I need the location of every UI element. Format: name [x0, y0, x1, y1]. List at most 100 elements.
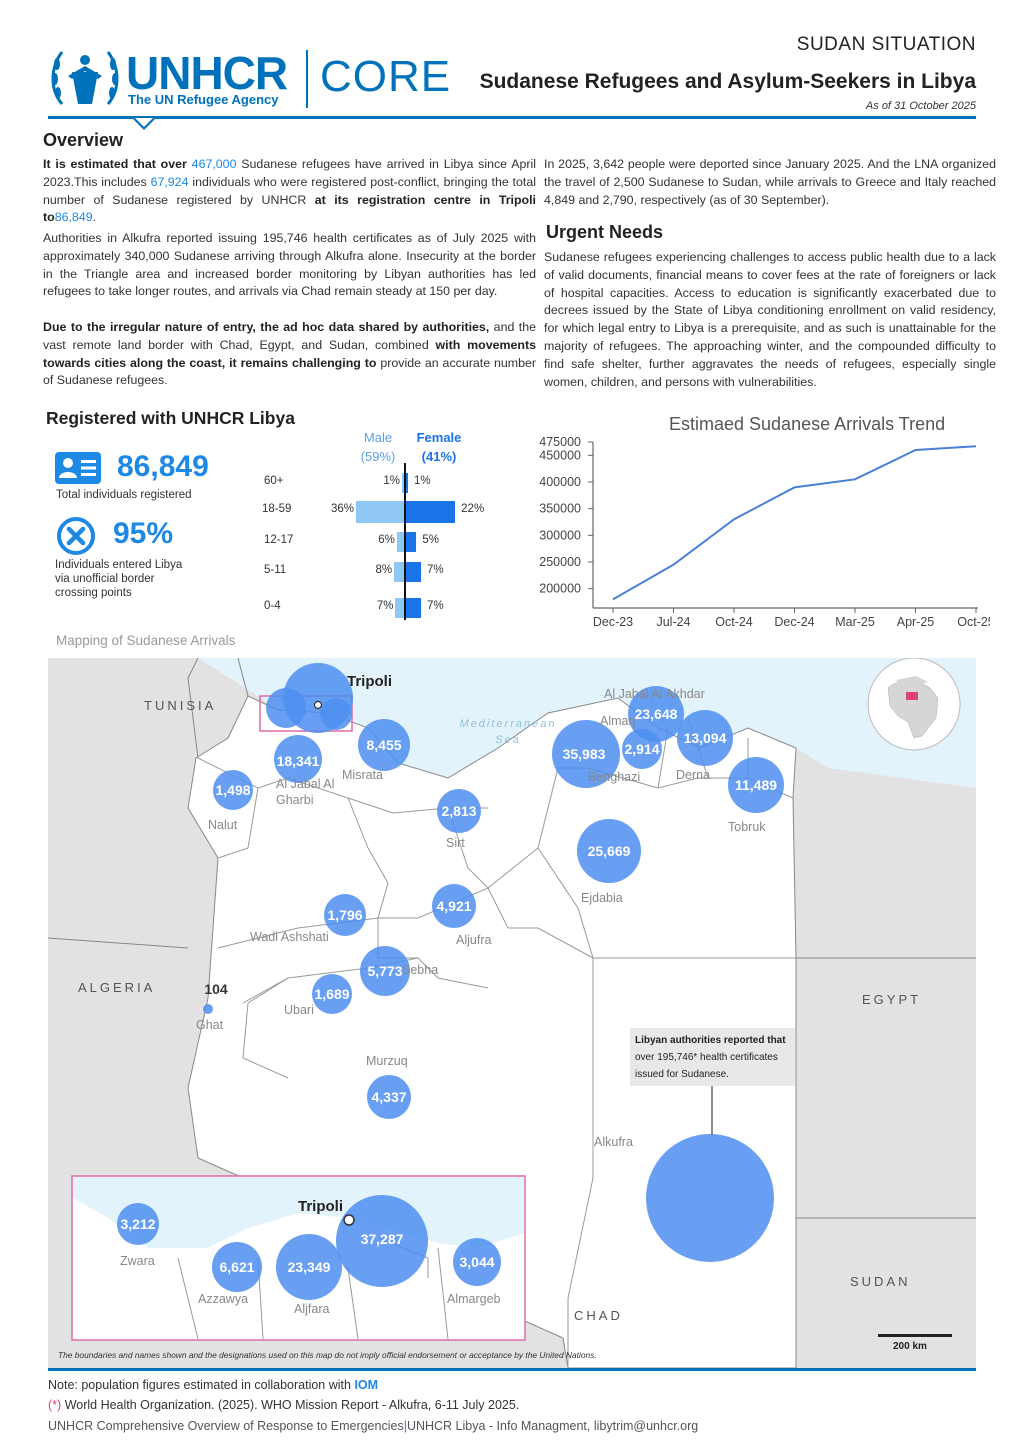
bubble-ejdabia	[577, 819, 641, 883]
inset-value-azzawya: 6,621	[219, 1259, 255, 1275]
footer-reference: (*) World Health Organization. (2025). W…	[48, 1398, 519, 1412]
footer-credit: UNHCR Comprehensive Overview of Response…	[48, 1419, 698, 1433]
pyramid-male-bar-0-4	[395, 598, 405, 618]
y-tick-label: 450000	[539, 448, 581, 462]
city-alkufra: Alkufra	[594, 1135, 633, 1149]
footer-rule	[48, 1368, 976, 1371]
arrival-bubbles	[203, 663, 784, 1262]
iom-link[interactable]: IOM	[354, 1378, 379, 1392]
bubble-aljufra	[432, 884, 476, 928]
y-tick-label: 475000	[539, 435, 581, 449]
value-nalut: 1,498	[215, 782, 251, 798]
unofficial-entry-icon	[57, 517, 95, 555]
trend-chart-title: Estimaed Sudanese Arrivals Trend	[669, 414, 946, 434]
pyramid-female-value-18-59: 22%	[461, 503, 485, 515]
country-algeria: ALGERIA	[78, 980, 156, 995]
city-aljufra: Aljufra	[456, 933, 492, 947]
bubble-ghat	[203, 1004, 213, 1014]
total-arrivals-value: 467,000	[191, 157, 237, 171]
bubble-derna	[677, 710, 733, 766]
city-benghazi: Benghazi	[588, 770, 641, 784]
situation-label: SUDAN SITUATION	[796, 34, 976, 55]
inset-bubble-aljfara	[276, 1234, 342, 1300]
bubble-nalut	[213, 770, 253, 810]
value-sirt: 2,813	[441, 803, 477, 819]
pyramid-female-bar-60+	[405, 473, 408, 493]
country-tunisia: TUNISIA	[144, 698, 217, 713]
inset-bubble-zwara	[117, 1203, 159, 1245]
country-chad: CHAD	[574, 1308, 623, 1323]
y-tick-label: 250000	[539, 555, 581, 569]
pyramid-male-heading: Male (59%)	[355, 428, 401, 466]
value-ejdabia: 25,669	[587, 843, 631, 859]
p3-text-b: and the vast remote land border with Cha…	[43, 320, 536, 352]
pyramid-female-bar-5-11	[405, 562, 421, 582]
x-tick-label: Oct-24	[715, 615, 753, 629]
logo-divider	[306, 50, 308, 108]
overview-paragraph-2: Authorities in Alkufra reported issuing …	[43, 231, 536, 299]
bubble-akhdar	[628, 686, 684, 742]
p1-text-e: .	[92, 210, 97, 225]
pyramid-female-value-0-4: 7%	[426, 600, 444, 612]
bubble-benghazi	[552, 720, 620, 788]
inset-city-almargeb: Almargeb	[447, 1292, 501, 1306]
city-almarj: Almarj	[600, 714, 636, 728]
unofficial-entry-label-3: crossing points	[55, 587, 132, 599]
bubble-wadi	[324, 894, 366, 936]
country-borders	[48, 658, 976, 1219]
value-misrata: 8,455	[366, 737, 402, 753]
inset-city-azzawya: Azzawya	[198, 1292, 249, 1306]
unofficial-entry-pct: 95%	[113, 517, 174, 550]
value-aljabal: 18,341	[276, 753, 320, 769]
x-tick-label: Dec-23	[593, 615, 633, 629]
registered-total-label: Total individuals registered	[56, 489, 192, 501]
pyramid-age-60+: 60+	[264, 475, 284, 487]
pyramid-axis	[404, 463, 406, 620]
inset-city-aljfara: Aljfara	[294, 1302, 330, 1316]
unofficial-entry-label-1: Individuals entered Libya	[55, 559, 183, 571]
city-sebha: Sebha	[402, 963, 439, 977]
value-benghazi: 35,983	[562, 746, 606, 762]
bubble-sebha	[360, 946, 410, 996]
city-ubari: Ubari	[284, 1003, 314, 1017]
bubble-murzuq	[367, 1075, 411, 1119]
reference-star: (*)	[48, 1398, 62, 1412]
pyramid-female-bar-0-4	[405, 598, 421, 618]
unhcr-emblem-icon	[51, 51, 119, 105]
pyramid-age-18-59: 18-59	[262, 503, 292, 515]
africa-shape	[887, 681, 939, 739]
value-murzuq: 4,337	[371, 1089, 407, 1105]
alkufra-callout-box	[630, 1028, 795, 1086]
bubble-ubari	[312, 974, 352, 1014]
as-of-date: As of 31 October 2025	[865, 100, 976, 112]
x-tick-label: Dec-24	[774, 615, 814, 629]
post-conflict-registered-value: 67,924	[150, 174, 189, 189]
overview-heading: Overview	[43, 130, 124, 150]
y-tick-label: 400000	[539, 475, 581, 489]
p1-text-b: Sudanese refugees have arrived in Libya …	[43, 157, 536, 189]
core-label: CORE	[320, 52, 452, 101]
value-wadi: 1,796	[327, 907, 363, 923]
callout-line-2: over 195,746* health certificates	[635, 1052, 778, 1063]
inset-bubble-almargeb	[453, 1238, 501, 1286]
overview-right-paragraph: In 2025, 3,642 people were deported sinc…	[544, 157, 996, 207]
bubble-aljabal	[274, 735, 322, 783]
pyramid-male-value-0-4: 7%	[376, 600, 394, 612]
male-heading: Male	[363, 430, 393, 445]
city-misrata: Misrata	[342, 768, 383, 782]
id-card-icon	[55, 452, 101, 484]
callout-line-3: issued for Sudanese.	[635, 1069, 729, 1080]
country-sudan: SUDAN	[850, 1274, 911, 1289]
inset-value-almargeb: 3,044	[459, 1254, 495, 1270]
value-ghat: 104	[204, 981, 228, 997]
registered-heading: Registered with UNHCR Libya	[46, 408, 295, 428]
value-akhdar: 23,648	[634, 706, 678, 722]
arrivals-trend-line	[612, 445, 977, 601]
alkufra-callout-text: Libyan authorities reported that over 19…	[635, 1032, 795, 1083]
female-pct: (41%)	[421, 449, 457, 464]
pyramid-age-0-4: 0-4	[264, 600, 281, 612]
y-tick-label: 350000	[539, 502, 581, 516]
credit-a: UNHCR Comprehensive Overview of Response…	[48, 1419, 404, 1433]
header-notch-inner	[135, 118, 153, 127]
header-titles: SUDAN SITUATION Sudanese Refugees and As…	[480, 34, 976, 112]
